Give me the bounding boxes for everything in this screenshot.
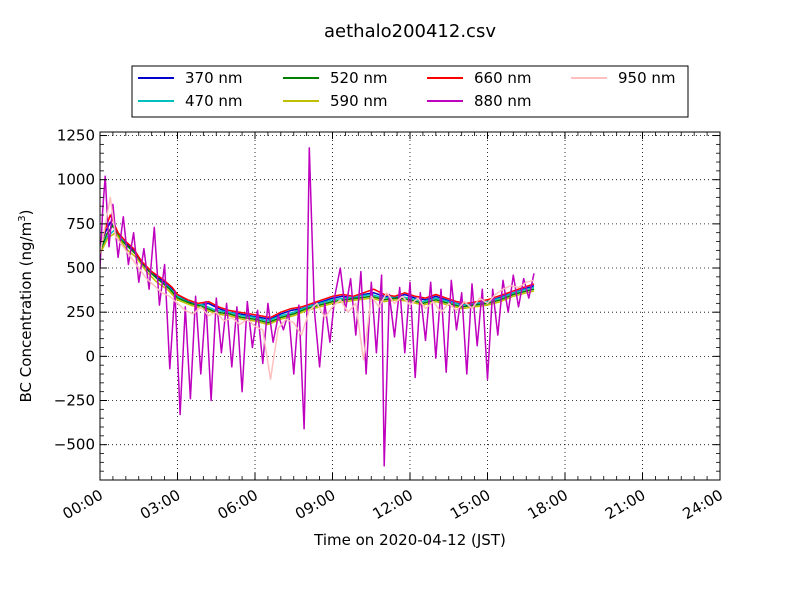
y-tick-label: 250 <box>66 303 95 321</box>
legend-label: 470 nm <box>185 92 243 110</box>
legend-label: 370 nm <box>185 69 243 87</box>
y-tick-labels: −500 −250 0 250 500 750 1000 1250 <box>54 127 95 454</box>
y-tick-label: 500 <box>66 259 95 277</box>
y-tick-label: 0 <box>85 347 95 365</box>
y-tick-label: 1250 <box>57 127 95 145</box>
legend-label: 950 nm <box>618 69 676 87</box>
y-axis-label-main: BC Concentration (ng/m <box>17 222 35 403</box>
legend-label: 520 nm <box>330 69 388 87</box>
y-tick-label: 750 <box>66 215 95 233</box>
legend-label: 590 nm <box>330 92 388 110</box>
y-tick-label: −250 <box>54 392 95 410</box>
legend-label: 660 nm <box>474 69 532 87</box>
series-lines <box>100 147 535 467</box>
series-line-950-nm <box>100 196 535 381</box>
legend-label: 880 nm <box>474 92 532 110</box>
legend-box <box>131 65 689 118</box>
series-line-880-nm <box>100 147 535 467</box>
y-axis-label: BC Concentration (ng/m3) <box>17 210 35 403</box>
y-tick-label: −500 <box>54 436 95 454</box>
y-axis-label-tail: ) <box>17 210 35 216</box>
legend: 370 nm 470 nm 520 nm 590 nm 660 nm 880 nm 950 … <box>131 65 689 118</box>
chart-title: aethalo200412.csv <box>324 21 496 42</box>
y-tick-label: 1000 <box>57 171 95 189</box>
x-axis-label: Time on 2020-04-12 (JST) <box>313 531 506 549</box>
axis-ticks <box>99 132 721 480</box>
y-axis-label-superscript: 3 <box>17 215 28 221</box>
